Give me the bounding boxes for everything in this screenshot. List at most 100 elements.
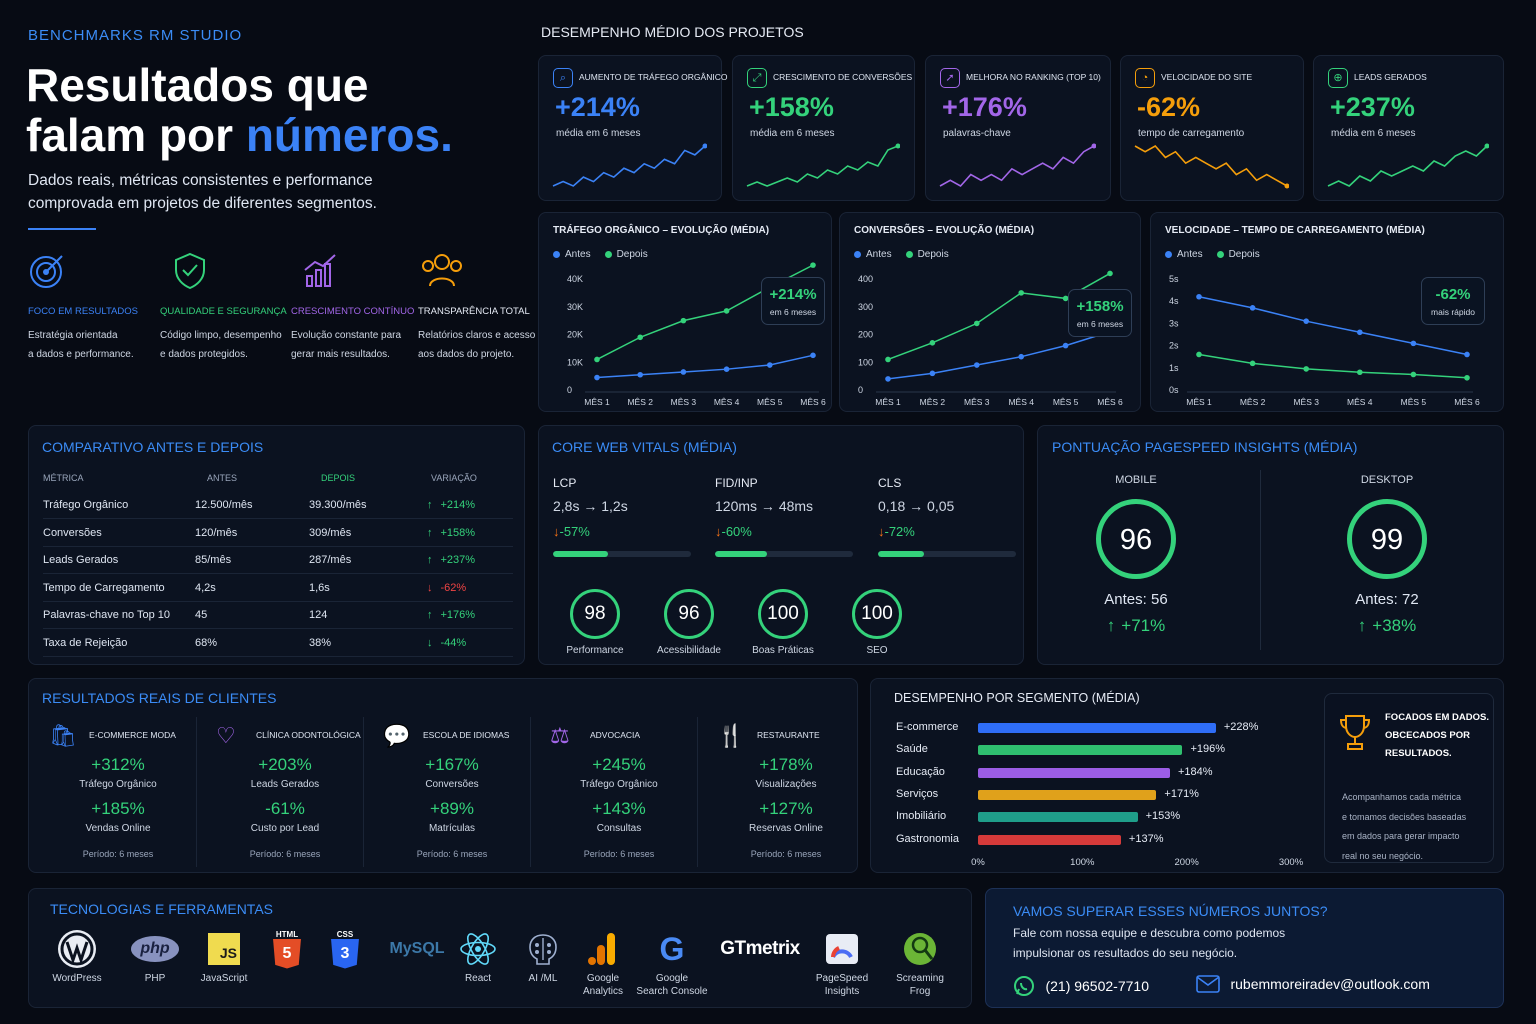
value-title: FOCO EM RESULTADOS [28,306,138,317]
y-tick-label: 100 [858,357,873,367]
google-analytics-icon [563,927,643,971]
cell-change: ↓ -44% [427,637,466,649]
cell-change: ↑ +214% [427,499,475,511]
tech-item: WordPress [37,927,117,984]
y-tick-label: 4s [1169,296,1179,306]
gain-value: +71% [1121,616,1166,635]
wordpress-icon [37,927,117,971]
x-tick-label: MÊS 1 [584,397,610,407]
cwv-bar [715,551,853,557]
value-title: QUALIDADE E SEGURANÇA [160,306,287,317]
focus-body-line: Acompanhamos cada métrica [1342,792,1462,802]
client-metric1: +312% [91,755,145,774]
legend-label: Depois [616,249,648,260]
hero-subtitle-line1: Dados reais, métricas consistentes e per… [28,172,373,189]
brand-label: BENCHMARKS RM STUDIO [28,27,243,44]
value-line2: a dados e performance. [28,349,134,360]
google-search-console-icon: G [659,930,685,967]
client-metric1: +178% [759,755,813,774]
cutlery-icon: 🍴 [717,723,745,748]
value-line2: aos dados do projeto. [418,349,515,360]
legend-dot [604,250,612,258]
tech-item: PageSpeed Insights [802,927,882,997]
gain-arrow: ↑ [1106,616,1116,635]
kpi-label: LEADS GERADOS [1354,72,1427,82]
series-point [1464,351,1470,358]
score-ring: 98 [570,589,620,639]
segment-value: +196% [1190,743,1226,756]
client-metric2: +185% [91,799,145,818]
header-after: DEPOIS [321,473,356,483]
x-tick-label: MÊS 4 [1347,397,1373,407]
series-point [1062,295,1069,302]
kpi-value: +158% [749,92,834,122]
score-gauge: 96 Acessibilidade [649,589,729,656]
cwv-title: CORE WEB VITALS (MÉDIA) [552,439,737,455]
client-period: Período: 6 meses [82,849,154,859]
client-period: Período: 6 meses [750,849,822,859]
focus-body-line: em dados para gerar impacto [1342,831,1460,841]
series-line [1198,353,1468,379]
cell-before: 85/mês [195,554,232,566]
kpi-sparkline-line [746,145,899,187]
hero-title-line2a: falam por [26,109,246,161]
kpi-value: -62% [1137,92,1201,122]
cwv-from: 2,8s [553,498,580,514]
change-value: +237% [440,554,476,566]
cwv-metric: CLS 0,18 → 0,05 ↓-72% [878,476,1028,557]
legend-label: Depois [1228,249,1260,260]
series-point [885,356,891,363]
tech-item: HTML 5 [247,927,327,971]
client-period: Período: 6 meses [416,849,488,859]
cell-after: 39.300/mês [309,499,367,511]
kpi-card: ◔ VELOCIDADE DO SITE -62% tempo de carregam… [1120,55,1304,201]
client-metric2: +89% [430,799,474,818]
callout-value: +158% [1076,298,1124,315]
segments-title: DESEMPENHO POR SEGMENTO (MÉDIA) [894,691,1140,705]
scales-icon: ⚖ [550,723,570,748]
phone-link[interactable]: (21) 96502-7710 [1013,975,1149,997]
chart-title: TRÁFEGO ORGÂNICO – EVOLUÇÃO (MÉDIA) [553,225,770,236]
tech-name2: Insights [824,986,860,997]
kpi-sparkline-end [1284,183,1289,189]
pagespeed-before: Antes: 56 [1066,591,1206,608]
series-point [929,370,936,377]
table-row: Tempo de Carregamento 4,2s 1,6s ↓ -62% [43,575,513,602]
client-card: 🛍 E-COMMERCE MODA +312% Tráfego Orgânico +18… [39,717,197,867]
kpi-label: CRESCIMENTO DE CONVERSÕES [773,72,913,82]
pagespeed-title: PONTUAÇÃO PAGESPEED INSIGHTS (MÉDIA) [1052,439,1358,455]
cwv-arrow: ↓ [715,524,722,539]
y-tick-label: 300 [858,302,873,312]
email-link[interactable]: rubemmoreiradev@outlook.com [1196,975,1430,993]
y-tick-label: 200 [858,330,873,340]
cwv-bar [878,551,1016,557]
callout-sub: em 6 meses [1076,319,1124,329]
segment-name: Serviços [896,787,939,800]
legend-item: Antes [1165,249,1203,260]
client-card: ⚖ ADVOCACIA +245% Tráfego Orgânico +143% Cons… [540,717,698,867]
tech-item: G Google Search Console [632,927,712,998]
y-tick-label: 10K [567,357,583,367]
series-point [723,308,730,314]
device-label: MOBILE [1115,474,1157,486]
x-tick-label: MÊS 6 [1097,397,1123,407]
cell-metric: Conversões [43,526,102,539]
series-point [1196,293,1202,300]
segment-value: +153% [1145,810,1181,823]
client-label1: Tráfego Orgânico [580,779,658,790]
series-point [767,362,773,368]
change-arrow: ↑ [427,526,433,539]
cwv-name: CLS [878,476,902,490]
kpi-sub: média em 6 meses [556,128,641,139]
gtmetrix-logo-text: GTmetrix [720,938,800,959]
cell-change: ↑ +158% [427,527,475,539]
x-tick-label: 200% [1174,857,1199,868]
cwv-to: 0,05 [927,498,955,514]
kpi-value: +176% [942,92,1027,122]
client-label2: Vendas Online [85,823,151,834]
cwv-to: 1,2s [601,498,628,514]
screaming-frog-icon [880,927,960,971]
cwv-name: LCP [553,476,577,490]
cwv-change: ↓-57% [553,524,703,539]
html5-icon: HTML 5 [247,927,327,971]
